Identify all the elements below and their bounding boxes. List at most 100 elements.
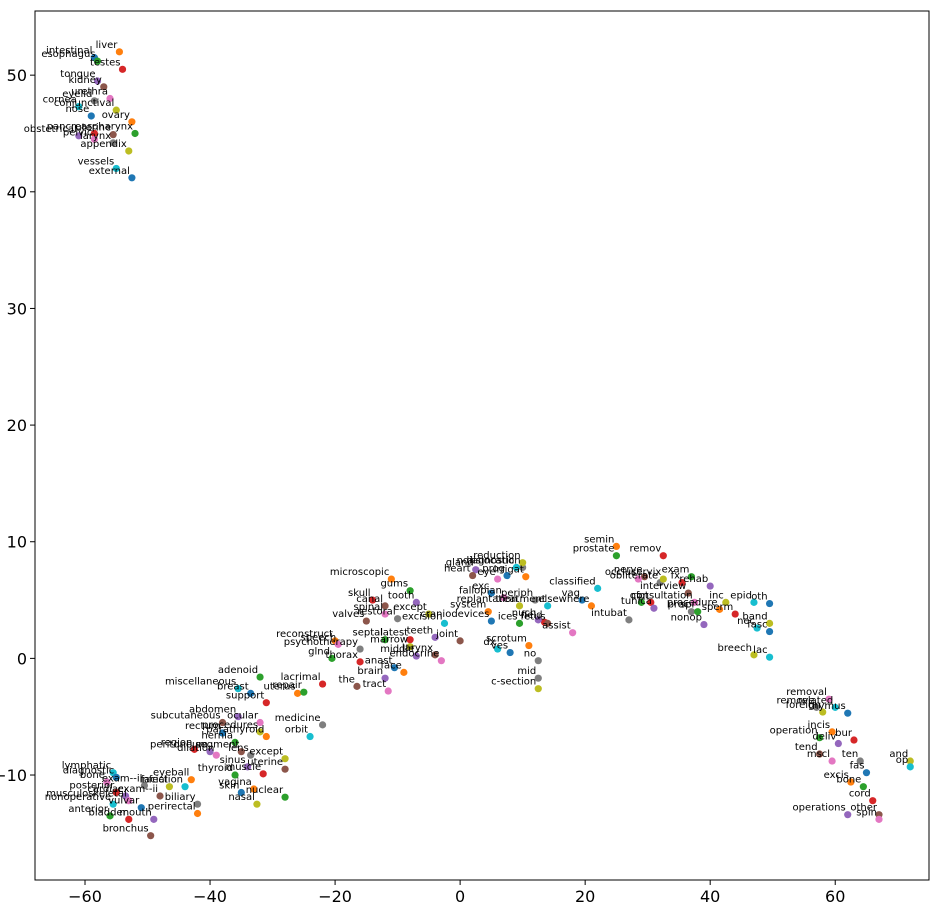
point-label: subcutaneous — [151, 711, 221, 722]
y-tick-label: 20 — [7, 416, 27, 435]
point-label: except — [249, 747, 283, 758]
plot-frame — [34, 10, 930, 881]
point-label: nonoperative — [45, 792, 111, 803]
y-tick-label: 50 — [7, 66, 27, 85]
x-axis: −60 −40 −20 0 20 40 60 — [68, 880, 845, 906]
point-label: intestinal — [46, 46, 92, 57]
data-point — [525, 641, 533, 650]
point-label: pelvic — [63, 127, 92, 138]
point-label: of — [630, 590, 640, 601]
point-label: reduction — [473, 551, 520, 562]
point-label: infection — [140, 775, 183, 786]
data-point — [109, 131, 117, 139]
data-point — [456, 637, 464, 645]
data-point — [503, 571, 511, 580]
data-point — [356, 645, 364, 653]
point-label: tend — [795, 742, 818, 753]
point-label: eyeball — [153, 768, 189, 779]
data-point — [519, 559, 527, 567]
data-point — [850, 736, 858, 744]
point-label: larynx — [402, 643, 433, 654]
point-label: related — [798, 695, 833, 706]
data-point — [237, 788, 245, 797]
point-label: band — [742, 611, 767, 622]
point-label: excis — [824, 770, 849, 781]
point-label: gums — [380, 579, 408, 590]
point-label: elsewhere — [538, 594, 589, 605]
data-point — [587, 602, 596, 610]
point-label: consultation — [631, 590, 692, 601]
y-tick-label: −10 — [0, 766, 27, 785]
point-label: nerve — [614, 565, 643, 576]
data-point — [75, 132, 83, 140]
point-label: ices — [498, 611, 518, 622]
point-label: skull — [348, 588, 371, 599]
point-label: larynx — [80, 131, 111, 142]
point-label: uterine — [75, 123, 111, 134]
point-label: operation — [770, 726, 818, 737]
data-point — [156, 792, 164, 800]
point-label: other — [850, 803, 878, 814]
point-label: adenoid — [218, 665, 258, 676]
point-label: bladder — [89, 807, 128, 818]
point-label: orbit — [285, 725, 308, 736]
point-label: the — [339, 674, 355, 685]
data-point — [234, 713, 242, 721]
point-label: hernia — [201, 730, 233, 741]
data-point — [828, 728, 836, 736]
point-label: exam — [662, 565, 690, 576]
data-point — [687, 573, 696, 581]
point-label: psychotherapy — [284, 637, 358, 648]
data-point — [715, 605, 724, 613]
data-point — [637, 598, 646, 606]
point-label: speech — [301, 632, 337, 643]
point-label: bur — [835, 728, 853, 739]
data-point — [250, 785, 258, 793]
point-label: foreign — [786, 700, 821, 711]
point-label: segment — [195, 740, 239, 751]
point-label: joint — [435, 629, 458, 640]
data-point — [484, 608, 492, 616]
point-label: system — [450, 600, 486, 611]
point-label: deliv — [812, 732, 836, 743]
point-label: remov — [629, 544, 661, 555]
point-label: mid — [517, 666, 536, 677]
point-label: procedure — [667, 597, 718, 608]
point-label: testes — [90, 57, 121, 68]
data-point — [659, 552, 667, 560]
data-point — [187, 776, 195, 784]
point-label: remove — [776, 695, 814, 706]
point-label: teeth — [407, 625, 433, 636]
point-label: rectum — [185, 721, 221, 732]
data-point — [247, 751, 255, 759]
data-point — [406, 643, 414, 651]
data-point — [515, 619, 524, 627]
x-tick-label: 0 — [455, 887, 465, 906]
point-label: semin — [584, 534, 614, 545]
data-point — [750, 651, 758, 659]
data-point — [534, 657, 542, 665]
point-label: fallopian — [459, 586, 502, 597]
data-point — [844, 811, 852, 819]
data-point — [612, 542, 621, 550]
data-point — [218, 729, 227, 737]
data-point — [234, 685, 242, 693]
y-tick-label: 10 — [7, 533, 27, 552]
point-label: medicine — [275, 713, 321, 724]
data-point — [259, 770, 267, 778]
point-label: peritoneum — [150, 740, 208, 751]
point-labels: intestinal liveresophagustestestonguekidn… — [24, 40, 908, 835]
data-point — [93, 57, 102, 65]
data-point — [694, 608, 702, 616]
data-point — [90, 97, 98, 105]
data-point — [362, 617, 370, 625]
point-label: craniodevices — [420, 609, 489, 620]
point-label: rehab — [679, 574, 708, 585]
data-point — [831, 703, 839, 711]
data-point — [522, 573, 530, 581]
point-label: pt — [639, 590, 649, 601]
data-point — [193, 800, 202, 808]
data-point — [112, 773, 120, 781]
data-point — [815, 734, 824, 742]
data-point — [262, 699, 270, 707]
